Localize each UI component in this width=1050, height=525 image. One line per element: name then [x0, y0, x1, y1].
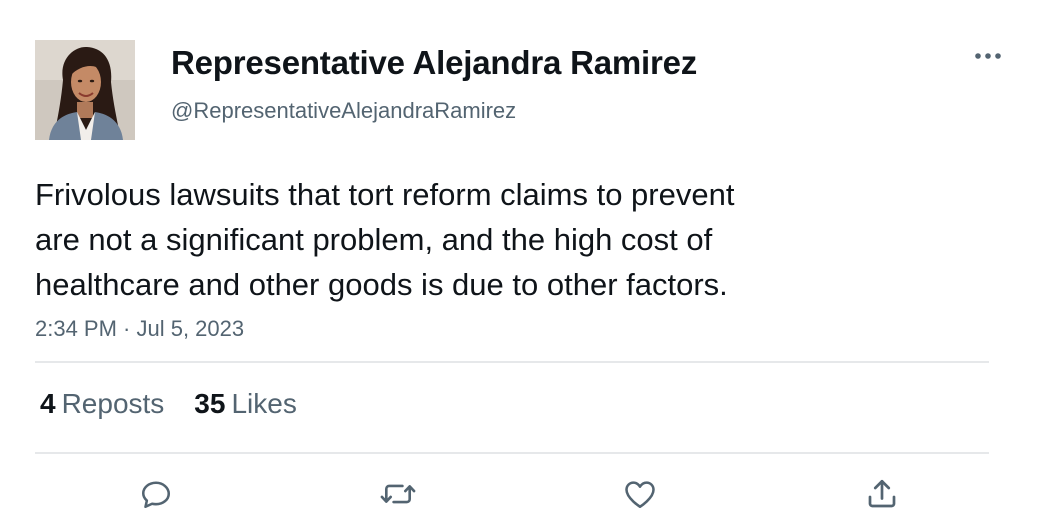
tweet-timestamp[interactable]: 2:34 PM · Jul 5, 2023: [35, 316, 245, 341]
tweet-text-line: Frivolous lawsuits that tort reform clai…: [35, 177, 735, 212]
author-handle[interactable]: @RepresentativeAlejandraRamirez: [171, 98, 517, 123]
action-bar: [0, 472, 1050, 516]
tweet-text: Frivolous lawsuits that tort reform clai…: [35, 172, 895, 307]
reposts-stat[interactable]: 4 Reposts: [40, 388, 164, 420]
more-horizontal-icon: [975, 53, 1001, 59]
more-options-button[interactable]: [970, 44, 1006, 68]
author-display-name[interactable]: Representative Alejandra Ramirez: [171, 44, 698, 81]
repost-icon: [380, 484, 416, 504]
reply-button[interactable]: [134, 472, 178, 516]
repost-button[interactable]: [376, 472, 420, 516]
share-button[interactable]: [860, 472, 904, 516]
heart-icon: [625, 481, 655, 509]
tweet-text-line: healthcare and other goods is due to oth…: [35, 267, 728, 302]
likes-stat[interactable]: 35 Likes: [194, 388, 297, 420]
avatar-photo: [35, 40, 135, 140]
reply-icon: [141, 481, 171, 509]
likes-count: 35: [194, 388, 226, 419]
tweet-stats: 4 Reposts 35 Likes: [40, 388, 297, 420]
likes-label: Likes: [231, 388, 297, 419]
share-icon: [868, 479, 896, 508]
divider: [35, 361, 989, 363]
reposts-label: Reposts: [61, 388, 165, 419]
tweet-text-line: are not a significant problem, and the h…: [35, 222, 713, 257]
divider: [35, 452, 989, 454]
like-button[interactable]: [618, 472, 662, 516]
reposts-count: 4: [40, 388, 56, 419]
avatar[interactable]: [35, 40, 135, 140]
